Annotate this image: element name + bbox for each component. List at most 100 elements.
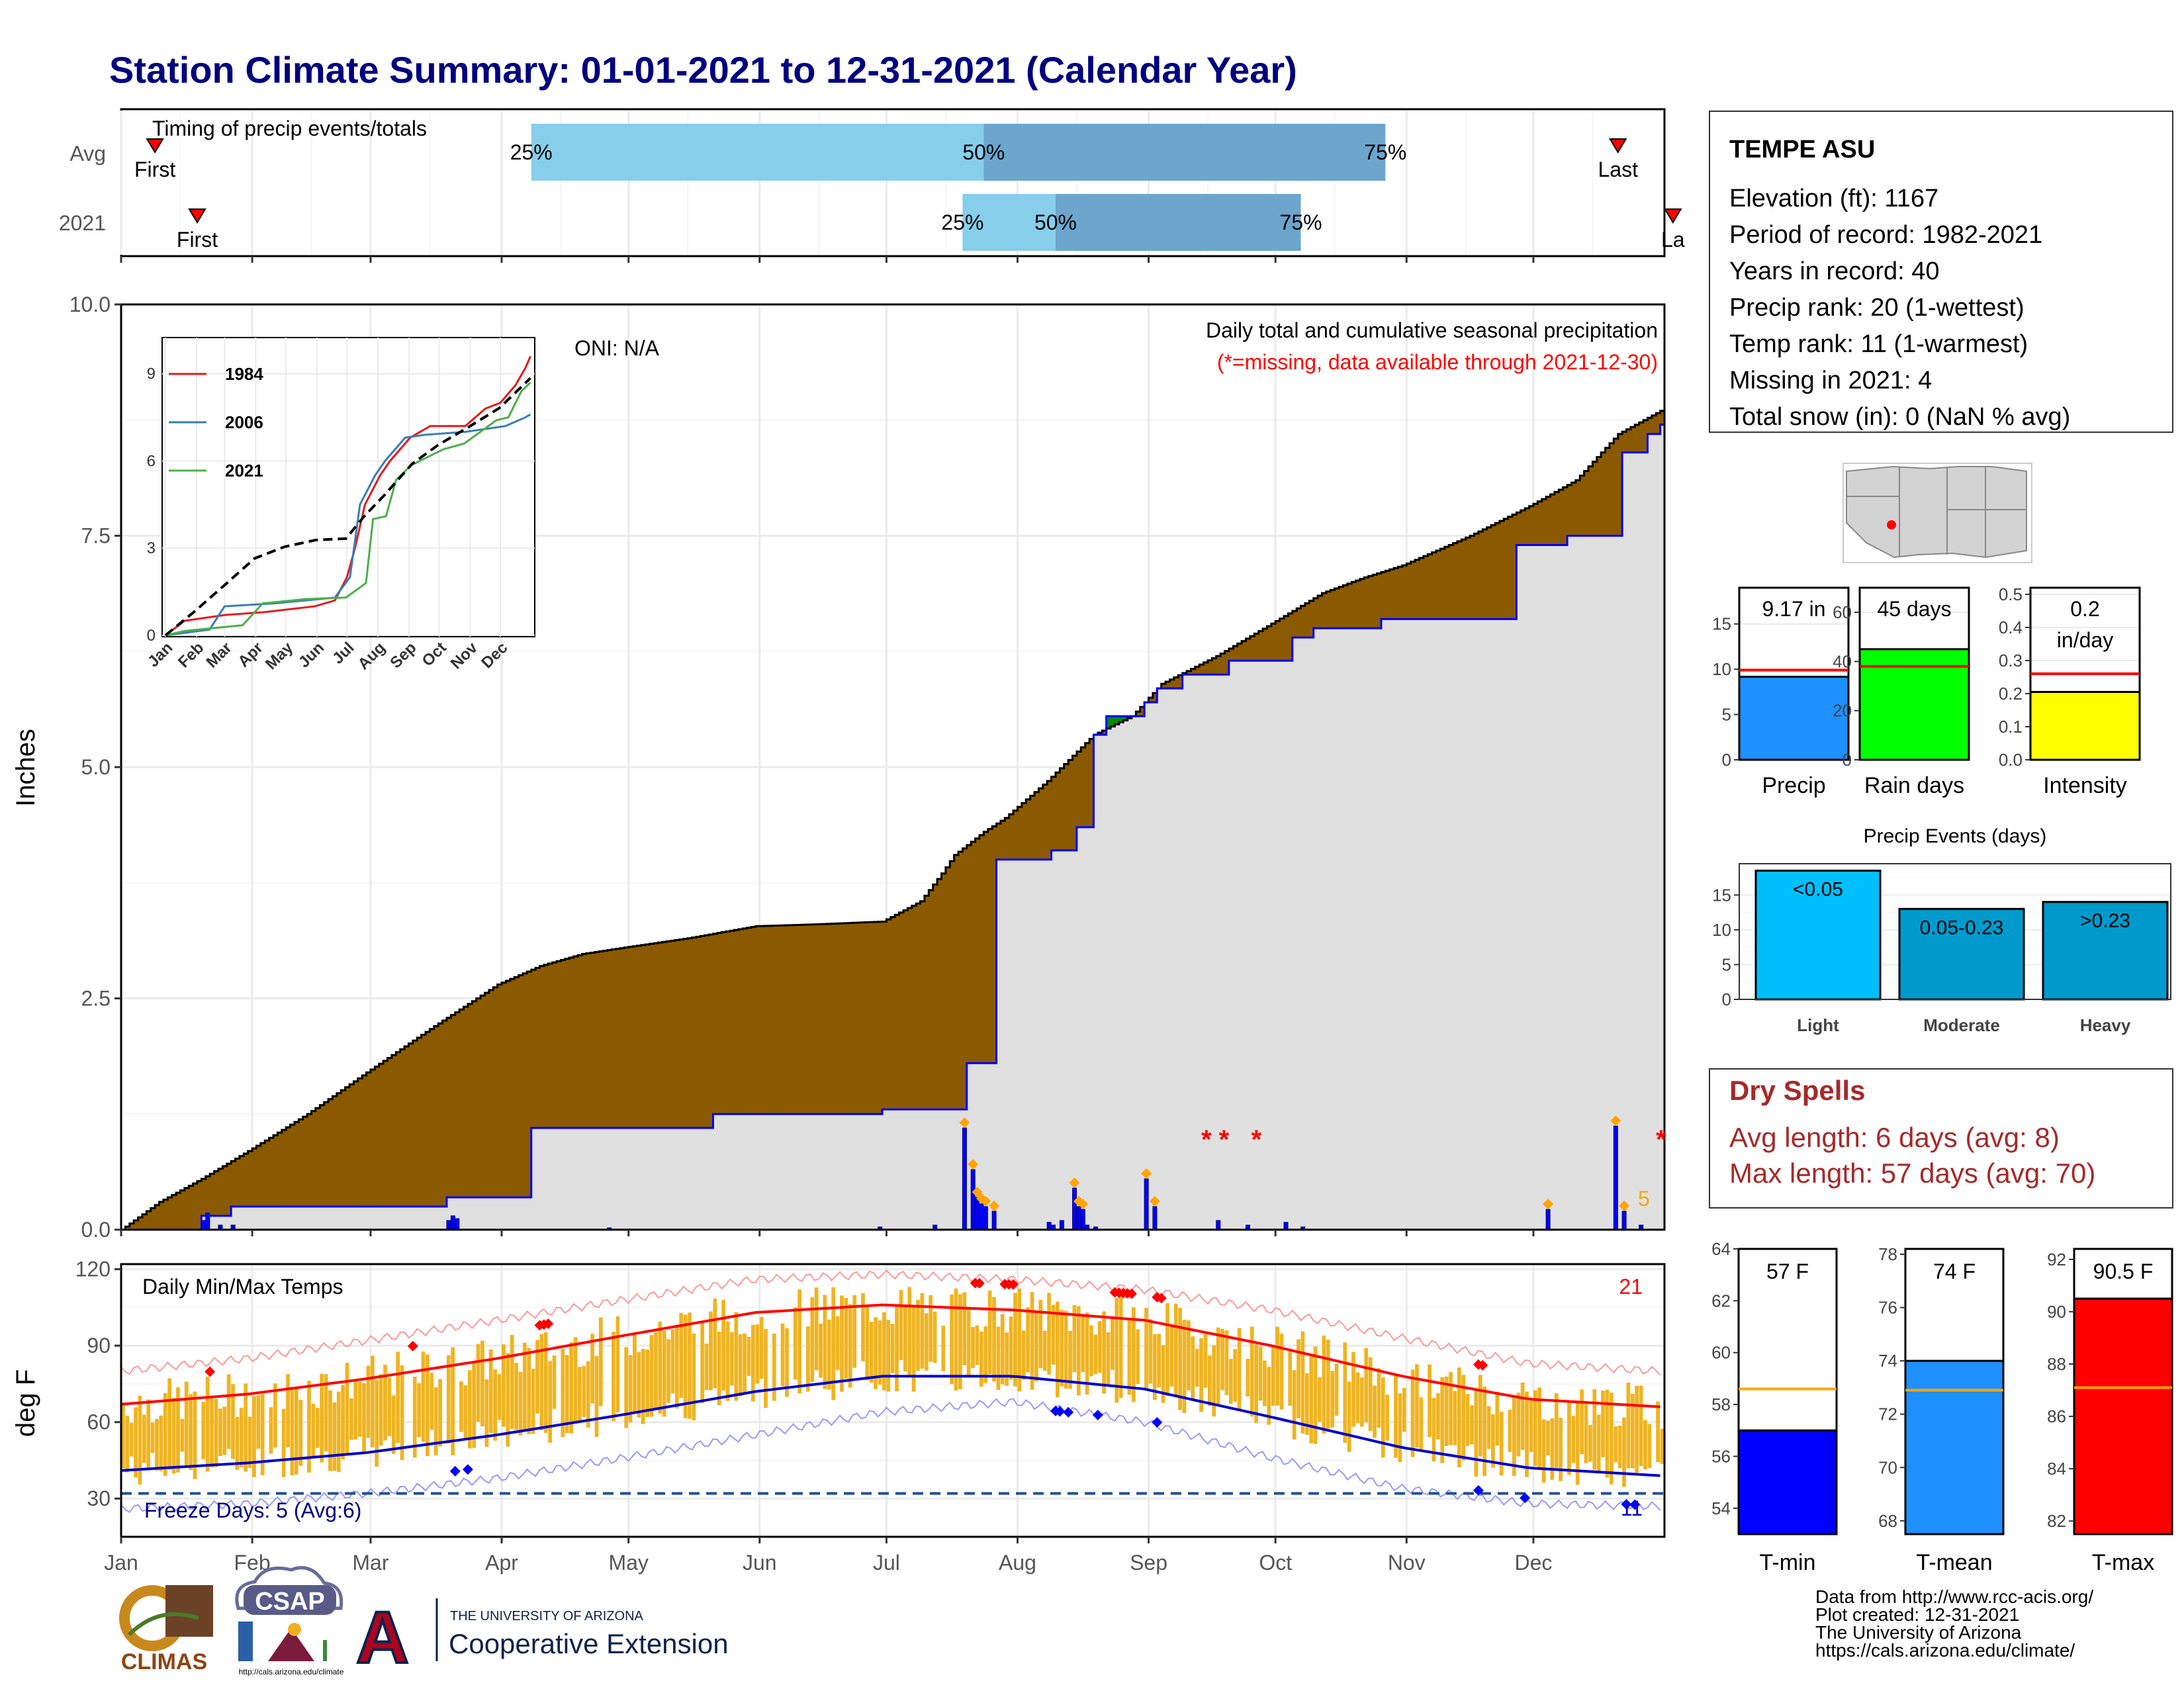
daily-temp-bar (886, 1320, 891, 1392)
daily-temp-bar (1309, 1353, 1314, 1443)
deficit-area-segment (506, 980, 511, 1198)
daily-temp-bar (1216, 1327, 1220, 1404)
deficit-area-segment (578, 955, 583, 1128)
daily-temp-bar (1009, 1316, 1013, 1380)
daily-temp-bar (983, 1326, 988, 1383)
daily-temp-bar (569, 1342, 573, 1434)
deficit-area-segment (582, 954, 587, 1128)
deficit-area-segment (1381, 572, 1386, 619)
deficit-area-segment (861, 922, 866, 1115)
month-label: Nov (1388, 1551, 1426, 1575)
daily-temp-bar (383, 1364, 387, 1441)
daily-temp-bar (1115, 1298, 1119, 1403)
csap-logo-url: http://cals.arizona.edu/climate (239, 1667, 344, 1676)
daily-temp-bar (1508, 1410, 1512, 1452)
daily-temp-bar (1064, 1310, 1068, 1389)
daily-temp-bar (273, 1383, 277, 1448)
deficit-area-segment (641, 944, 646, 1128)
daily-temp-bar (674, 1326, 679, 1409)
temp-summary-ytick-label: 86 (2047, 1406, 2066, 1426)
deficit-area-segment (1495, 523, 1500, 619)
deficit-area-segment (1017, 807, 1023, 860)
deficit-area-segment (430, 1028, 435, 1207)
deficit-area-segment (1394, 568, 1399, 619)
daily-precip-high-marker (972, 1187, 983, 1198)
events-ytick-label: 10 (1712, 920, 1731, 940)
daily-temp-bar (1271, 1346, 1275, 1406)
precip-ylabel: Inches (11, 729, 40, 807)
deficit-area-segment (1651, 415, 1657, 434)
timing-avg-first-marker (146, 138, 164, 154)
deficit-area-segment (1304, 603, 1310, 638)
deficit-area-segment (201, 1179, 206, 1216)
deficit-area-segment (1635, 424, 1640, 453)
daily-temp-bar (362, 1383, 366, 1453)
deficit-area-segment (1233, 646, 1238, 661)
daily-temp-bar (336, 1391, 341, 1473)
temp-panel: 30 60 90 120 Daily Min/Max Temps deg F Free… (11, 1257, 1666, 1538)
csap-logo: CSAP http://cals.arizona.edu/climate (235, 1566, 344, 1676)
credit-line-4: https://cals.arizona.edu/climate/ (1815, 1640, 2075, 1661)
daily-temp-bar (987, 1291, 992, 1375)
daily-temp-bar (823, 1295, 827, 1389)
deficit-area-segment (222, 1166, 228, 1216)
deficit-area-segment (396, 1052, 401, 1207)
deficit-area-segment (1313, 598, 1318, 629)
surplus-area-segment (1115, 716, 1120, 725)
deficit-area-segment (387, 1058, 392, 1207)
daily-temp-bar (814, 1287, 819, 1371)
daily-temp-bar (1601, 1391, 1605, 1457)
daily-temp-bar (1093, 1334, 1098, 1375)
deficit-area-segment (1279, 618, 1285, 661)
deficit-area-segment (1030, 796, 1035, 860)
deficit-area-segment (1220, 653, 1226, 675)
deficit-area-segment (840, 923, 845, 1115)
deficit-area-segment (569, 957, 574, 1128)
summary-ytick-label: 0.5 (1999, 584, 2023, 604)
daily-temp-bar (615, 1316, 620, 1413)
deficit-area-segment (1461, 539, 1467, 619)
deficit-area-segment (1351, 582, 1357, 629)
deficit-area-segment (459, 1009, 465, 1198)
timing-avg-q2-bar (983, 124, 1386, 181)
deficit-area-segment (146, 1211, 152, 1230)
deficit-area-segment (1199, 664, 1205, 675)
deficit-area-segment (874, 921, 879, 1115)
deficit-area-segment (1385, 571, 1390, 619)
daily-temp-bar (1482, 1387, 1487, 1477)
deficit-area-segment (1288, 613, 1293, 661)
deficit-area-segment (294, 1122, 299, 1207)
daily-temp-bar (1169, 1326, 1174, 1387)
daily-temp-bar (1550, 1418, 1555, 1480)
inset-ytick-label: 3 (147, 539, 156, 557)
missing-days-marker: * * * (1201, 1125, 1262, 1154)
station-info-line: Period of record: 1982-2021 (1729, 221, 2042, 249)
deficit-area-segment (1660, 410, 1665, 425)
deficit-area-segment (683, 938, 688, 1128)
daily-temp-bar (1457, 1367, 1461, 1467)
daily-temp-bar (1199, 1338, 1203, 1412)
daily-temp-bar (379, 1374, 383, 1446)
summary-ytick-label: 20 (1833, 701, 1852, 721)
inset-line-2006 (165, 413, 531, 637)
daily-temp-bar (497, 1374, 502, 1420)
timing-2021-first-label: First (177, 228, 218, 251)
daily-temp-bar (1127, 1320, 1132, 1395)
daily-temp-bar (150, 1422, 155, 1453)
deficit-area-segment (1563, 487, 1568, 545)
daily-temp-bar (1415, 1364, 1419, 1448)
deficit-area-segment (531, 970, 536, 1128)
daily-temp-bar (1148, 1318, 1153, 1384)
daily-temp-bar (624, 1347, 629, 1428)
page-title: Station Climate Summary: 01-01-2021 to 1… (109, 49, 1297, 91)
daily-temp-bar (658, 1321, 662, 1414)
daily-temp-bar (1647, 1424, 1652, 1468)
deficit-area-segment (150, 1208, 156, 1230)
deficit-area-segment (806, 925, 811, 1115)
daily-temp-bar (315, 1408, 320, 1448)
station-info-line: Missing in 2021: 4 (1729, 367, 1932, 394)
deficit-area-segment (484, 993, 490, 1198)
deficit-area-segment (1537, 501, 1543, 545)
precip-ytick-label: 10.0 (69, 293, 111, 316)
